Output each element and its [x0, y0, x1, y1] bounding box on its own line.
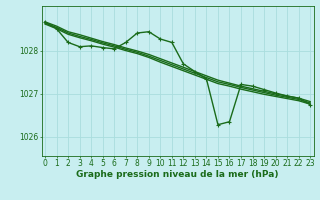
- X-axis label: Graphe pression niveau de la mer (hPa): Graphe pression niveau de la mer (hPa): [76, 170, 279, 179]
